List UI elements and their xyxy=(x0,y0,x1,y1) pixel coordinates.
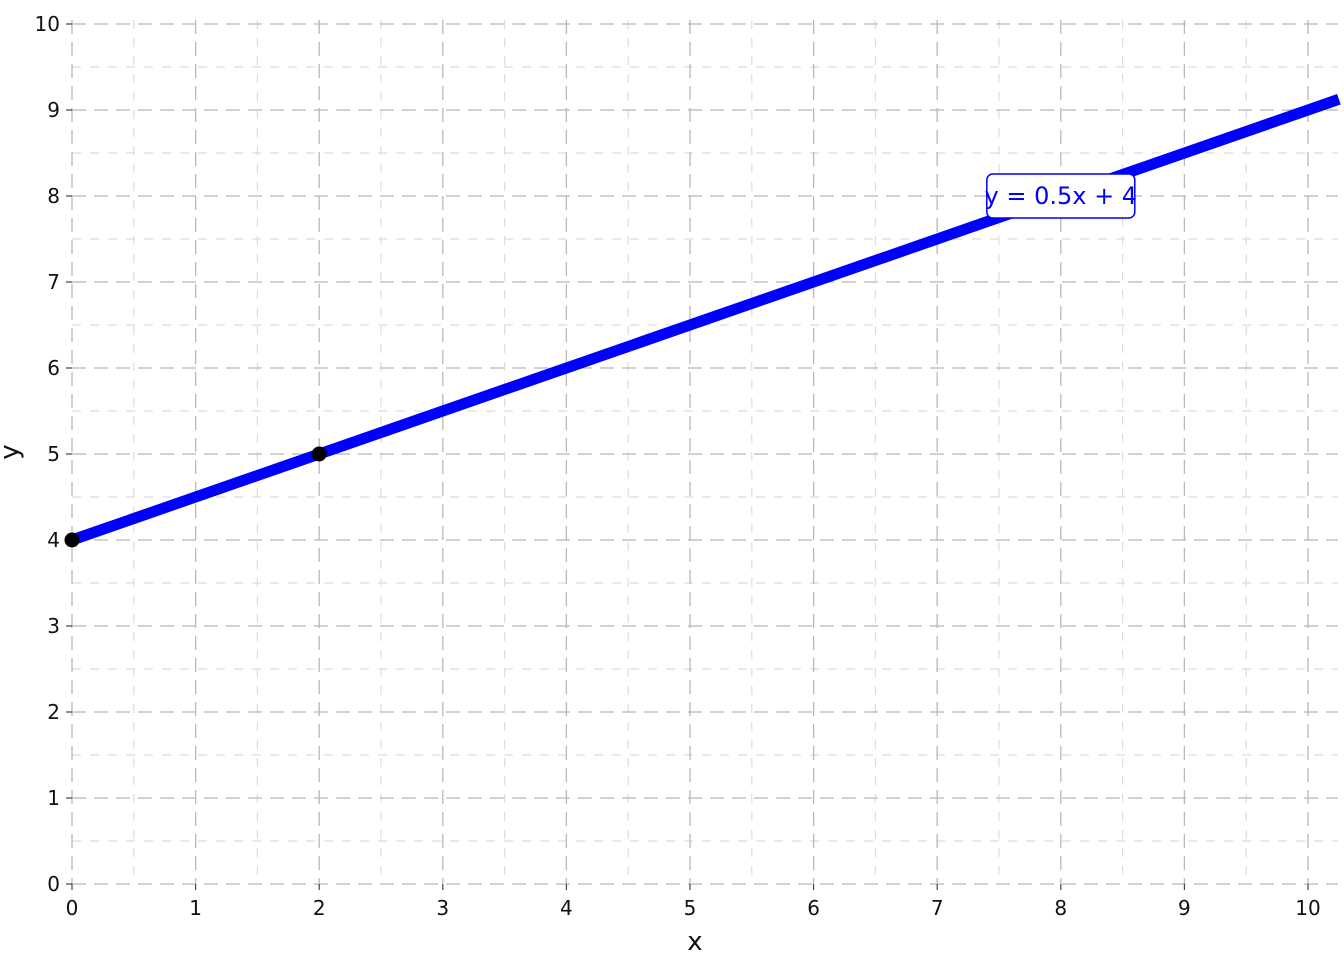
equation-label-text: y = 0.5x + 4 xyxy=(985,182,1138,210)
series-layer xyxy=(70,94,1341,546)
x-tick-label: 6 xyxy=(807,896,820,920)
y-tick-label: 0 xyxy=(47,872,60,896)
y-tick-labels: 0 1 2 3 4 5 6 7 8 9 10 xyxy=(35,12,60,896)
x-tick-label: 1 xyxy=(189,896,202,920)
x-tick-label: 8 xyxy=(1054,896,1067,920)
y-tick-label: 9 xyxy=(47,98,60,122)
x-tick-label: 0 xyxy=(66,896,79,920)
x-tick-label: 2 xyxy=(313,896,326,920)
x-tick-label: 5 xyxy=(684,896,697,920)
x-tick-label: 10 xyxy=(1295,896,1320,920)
x-axis-title: x xyxy=(687,927,702,957)
major-grid xyxy=(71,20,1338,885)
y-tick-label: 1 xyxy=(47,786,60,810)
points-layer xyxy=(64,446,327,548)
y-tick-label: 2 xyxy=(47,700,60,724)
y-axis-title: y xyxy=(0,444,25,459)
y-tick-label: 4 xyxy=(47,528,60,552)
y-tick-label: 3 xyxy=(47,614,60,638)
x-tick-label: 4 xyxy=(560,896,573,920)
y-tick-label: 5 xyxy=(47,442,60,466)
axes xyxy=(66,23,1309,890)
equation-label: y = 0.5x + 4 xyxy=(985,173,1138,219)
y-tick-label: 6 xyxy=(47,356,60,380)
y-tick-label: 10 xyxy=(35,12,60,36)
data-point-0 xyxy=(64,532,80,548)
x-tick-label: 9 xyxy=(1178,896,1191,920)
y-tick-label: 7 xyxy=(47,270,60,294)
equation-label-box xyxy=(986,173,1136,219)
annotations-layer: y = 0.5x + 4 xyxy=(985,173,1138,219)
minor-grid xyxy=(72,20,1338,884)
data-point-1 xyxy=(311,446,327,462)
x-tick-label: 7 xyxy=(931,896,944,920)
y-tick-label: 8 xyxy=(47,184,60,208)
x-tick-labels: 0 1 2 3 4 5 6 7 8 9 10 xyxy=(66,896,1321,920)
series-line-0 xyxy=(70,94,1341,546)
x-tick-label: 3 xyxy=(436,896,449,920)
